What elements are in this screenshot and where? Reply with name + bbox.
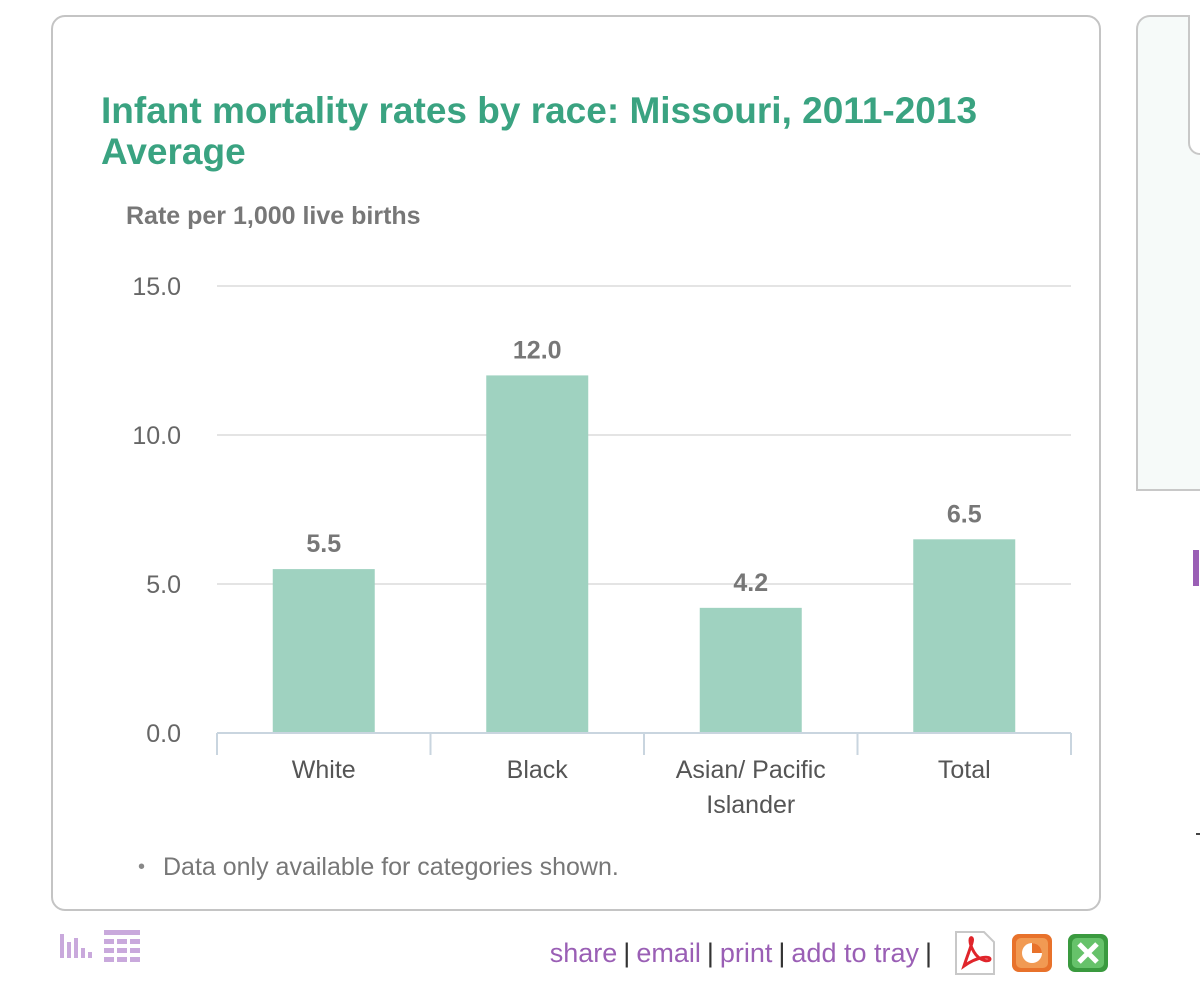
data-label: 6.5 xyxy=(947,500,982,528)
y-axis-label: Rate per 1,000 live births xyxy=(126,202,421,230)
x-tick-label: Total xyxy=(938,756,991,784)
side-panel-inner-box xyxy=(1188,15,1200,155)
separator: | xyxy=(924,938,932,968)
bar xyxy=(486,375,589,733)
side-divider xyxy=(1196,833,1200,835)
data-labels: 5.5 12.0 4.2 6.5 xyxy=(306,336,981,596)
y-tick-label: 0.0 xyxy=(146,720,181,748)
note-bullet: • xyxy=(138,856,145,878)
add-to-tray-link[interactable]: add to tray xyxy=(791,938,919,968)
view-toggle xyxy=(58,928,148,962)
x-axis xyxy=(216,732,1072,755)
bar xyxy=(699,607,802,733)
data-label: 12.0 xyxy=(513,336,562,364)
separator: | xyxy=(778,938,786,968)
y-tick-label: 5.0 xyxy=(146,571,181,599)
note-text: Data only available for categories shown… xyxy=(163,853,619,881)
x-tick-label: Black xyxy=(507,756,569,784)
table-icon[interactable] xyxy=(104,930,140,962)
data-label: 5.5 xyxy=(306,530,341,558)
x-tick-label: Asian/ Pacific Islander xyxy=(676,756,826,819)
x-tick-label: White xyxy=(292,756,356,784)
bar xyxy=(272,569,375,733)
separator: | xyxy=(706,938,714,968)
data-label: 4.2 xyxy=(733,569,768,597)
chart-note: • Data only available for categories sho… xyxy=(138,853,619,881)
powerpoint-icon[interactable] xyxy=(1012,934,1052,972)
excel-icon[interactable] xyxy=(1068,934,1108,972)
y-axis-ticks: 0.0 5.0 10.0 15.0 xyxy=(132,273,181,748)
print-link[interactable]: print xyxy=(719,938,773,968)
pdf-icon[interactable] xyxy=(955,931,995,975)
export-icons xyxy=(950,928,1115,978)
y-tick-label: 10.0 xyxy=(132,422,181,450)
email-link[interactable]: email xyxy=(636,938,701,968)
bar-chart-icon[interactable] xyxy=(60,934,92,958)
separator: | xyxy=(623,938,631,968)
bar xyxy=(913,539,1016,733)
share-link[interactable]: share xyxy=(549,938,618,968)
x-axis-labels: White Black Asian/ Pacific Islander Total xyxy=(292,756,991,819)
footer-links: share | email | print | add to tray | xyxy=(550,935,938,971)
side-fragment-1 xyxy=(1193,550,1199,586)
y-tick-label: 15.0 xyxy=(132,273,181,301)
bars xyxy=(272,375,1016,733)
chart-title: Infant mortality rates by race: Missouri… xyxy=(101,90,978,172)
